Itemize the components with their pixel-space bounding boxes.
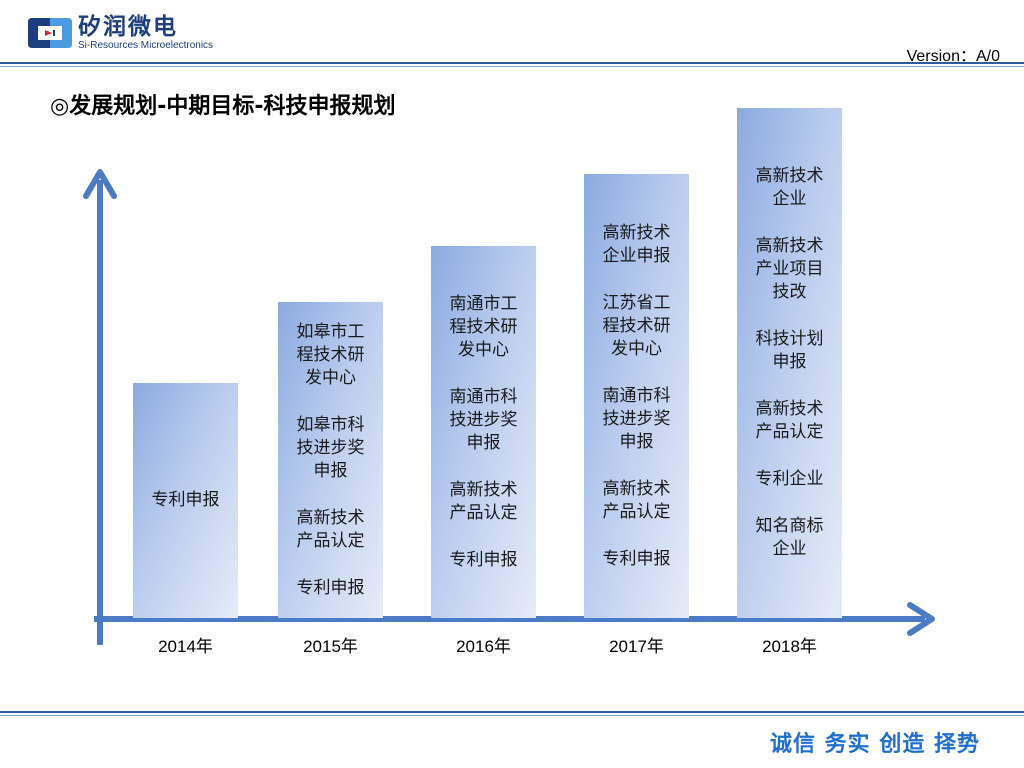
page-title: ◎发展规划-中期目标-科技申报规划 (50, 94, 396, 119)
roadmap-item: 专利申报 (296, 577, 365, 598)
header-divider-thin (0, 66, 1024, 67)
roadmap-bar-2016: 南通市工程技术研发中心 南通市科技进步奖申报高新技术产品认定专利申报 (431, 246, 536, 618)
roadmap-item: 科技计划申报 (755, 329, 824, 372)
header-divider (0, 62, 1024, 64)
roadmap-item: 高新技术产品认定 (296, 507, 365, 551)
roadmap-item: 高新技术产品认定 (755, 399, 824, 442)
roadmap-item: 如皋市工程技术研发中心 (296, 321, 365, 388)
roadmap-item: 江苏省工程技术研发中心 (602, 292, 671, 359)
logo-chinese-name: 矽润微电 (78, 14, 178, 40)
company-logo-icon (28, 18, 72, 48)
roadmap-item: 南通市科技进步奖申报 (602, 385, 671, 452)
version-label: Version：A/0 (906, 48, 1000, 65)
roadmap-bar-2014: 专利申报 (133, 383, 238, 618)
year-label: 2016年 (456, 637, 511, 656)
company-logo: 矽润微电 Si-Resources Microelectronics (28, 14, 213, 52)
roadmap-item: 知名商标企业 (755, 516, 824, 559)
company-slogan: 诚信 务实 创造 择势 (770, 732, 980, 757)
roadmap-item: 如皋市科技进步奖申报 (296, 414, 365, 481)
year-label: 2014年 (158, 637, 213, 656)
roadmap-item: 高新技术企业申报 (602, 222, 671, 266)
year-label: 2017年 (609, 637, 664, 656)
roadmap-item: 高新技术产业项目技改 (755, 236, 824, 302)
roadmap-bar-2018: 高新技术企业高新技术产业项目技改科技计划申报 高新技术产品认定专利企业知名商标企业 (737, 108, 842, 618)
roadmap-item: 专利申报 (602, 548, 671, 569)
roadmap-bar-2017: 高新技术企业申报江苏省工程技术研发中心 南通市科技进步奖申报高新技术产品认定专利申… (584, 174, 689, 618)
roadmap-item: 专利申报 (449, 549, 518, 570)
roadmap-bar-2015: 如皋市工程技术研发中心 如皋市科技进步奖申报高新技术产品认定专利申报 (278, 302, 383, 618)
roadmap-item: 高新技术企业 (755, 166, 824, 209)
logo-english-name: Si-Resources Microelectronics (78, 40, 214, 51)
y-axis-arrow-icon (83, 169, 117, 199)
roadmap-item: 高新技术产品认定 (602, 478, 671, 522)
roadmap-item: 高新技术产品认定 (449, 479, 518, 523)
year-label: 2015年 (303, 637, 358, 656)
footer-divider (0, 711, 1024, 713)
footer-divider-thin (0, 715, 1024, 716)
roadmap-item: 南通市工程技术研发中心 (449, 293, 518, 360)
x-axis-arrow-icon (907, 602, 935, 636)
roadmap-item: 专利企业 (755, 469, 824, 489)
roadmap-item: 南通市科技进步奖申报 (449, 386, 518, 453)
roadmap-item: 专利申报 (151, 490, 220, 510)
year-label: 2018年 (762, 637, 817, 656)
